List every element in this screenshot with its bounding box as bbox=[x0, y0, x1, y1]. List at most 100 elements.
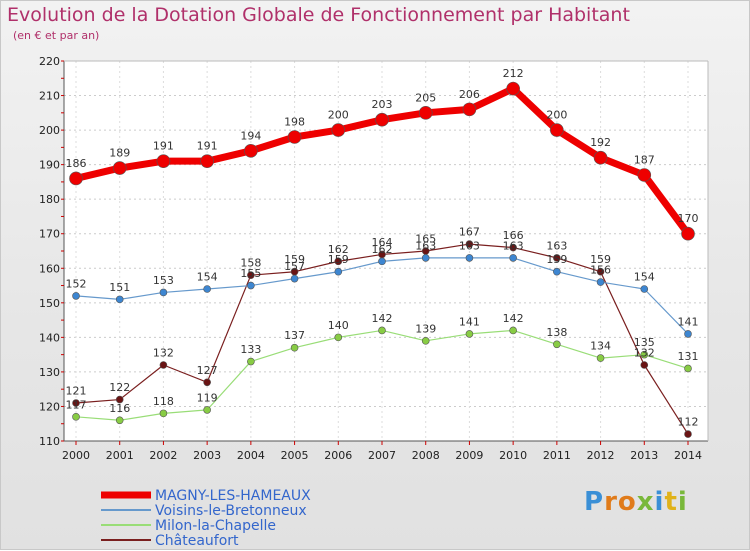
y-tick-label: 110 bbox=[39, 435, 60, 448]
data-point bbox=[681, 226, 695, 241]
data-point bbox=[506, 81, 520, 96]
data-point bbox=[334, 333, 343, 342]
data-label: 139 bbox=[415, 322, 436, 335]
data-label: 186 bbox=[66, 157, 87, 170]
x-tick-label: 2005 bbox=[281, 449, 309, 462]
data-label: 205 bbox=[415, 91, 436, 104]
data-label: 140 bbox=[328, 319, 349, 332]
data-point bbox=[509, 326, 517, 335]
data-label: 158 bbox=[240, 257, 261, 270]
x-tick-label: 2002 bbox=[149, 449, 177, 462]
data-point bbox=[69, 171, 83, 186]
axes: 110 120 130 140 150 160 170 180 190 200 210 220 2000… bbox=[39, 55, 709, 462]
data-point bbox=[640, 285, 649, 293]
data-label: 118 bbox=[153, 395, 174, 408]
logo-letter: i bbox=[677, 487, 688, 517]
y-tick-label: 160 bbox=[39, 262, 60, 275]
data-label: 162 bbox=[328, 243, 349, 256]
logo-letter: P bbox=[584, 487, 605, 517]
logo-letter: o bbox=[617, 487, 637, 517]
data-point bbox=[334, 257, 343, 266]
y-tick-label: 140 bbox=[39, 331, 60, 344]
data-point bbox=[244, 144, 258, 158]
data-point bbox=[640, 361, 649, 369]
data-label: 191 bbox=[197, 140, 218, 153]
logo-letter: x bbox=[636, 487, 655, 517]
data-point bbox=[418, 106, 433, 120]
y-tick-label: 190 bbox=[39, 159, 60, 172]
y-tick-label: 180 bbox=[39, 193, 60, 206]
proxiti-logo: Proxiti bbox=[584, 487, 688, 517]
data-point bbox=[203, 285, 211, 293]
x-tick-label: 2010 bbox=[499, 449, 527, 462]
data-label: 159 bbox=[590, 253, 611, 266]
data-label: 153 bbox=[153, 274, 174, 287]
data-label: 191 bbox=[153, 140, 174, 153]
legend-entry: Châteaufort bbox=[155, 533, 239, 549]
data-label: 141 bbox=[678, 315, 699, 328]
x-tick-label: 2000 bbox=[62, 449, 90, 462]
data-label: 200 bbox=[546, 109, 567, 122]
data-point bbox=[247, 271, 255, 279]
data-label: 159 bbox=[284, 253, 305, 266]
data-label: 152 bbox=[66, 277, 87, 290]
data-point bbox=[596, 354, 605, 362]
legend-entry: Milon-la-Chapelle bbox=[155, 518, 276, 534]
data-point bbox=[159, 361, 168, 369]
data-point bbox=[640, 350, 649, 359]
data-point bbox=[684, 430, 692, 438]
data-label: 112 bbox=[678, 416, 699, 429]
data-label: 187 bbox=[634, 154, 655, 167]
series-magny-les-hameaux bbox=[69, 81, 695, 241]
data-label: 159 bbox=[328, 253, 349, 266]
data-label: 155 bbox=[240, 267, 261, 280]
logo-letter: r bbox=[604, 487, 618, 517]
data-point bbox=[159, 409, 168, 418]
data-point bbox=[375, 112, 389, 127]
data-label: 200 bbox=[328, 109, 349, 122]
data-label: 166 bbox=[503, 229, 524, 242]
data-point bbox=[287, 130, 302, 144]
data-point bbox=[72, 413, 80, 421]
data-label: 165 bbox=[415, 233, 436, 246]
data-label: 206 bbox=[459, 88, 480, 101]
data-point bbox=[684, 364, 692, 373]
data-label: 131 bbox=[678, 350, 699, 363]
data-point bbox=[509, 254, 517, 262]
x-tick-label: 2014 bbox=[674, 449, 702, 462]
logo-letter: t bbox=[664, 487, 678, 517]
data-point bbox=[115, 395, 124, 404]
data-point bbox=[247, 281, 255, 290]
series-layer bbox=[69, 81, 695, 438]
data-point bbox=[465, 330, 474, 338]
series-milon-la-chapelle bbox=[72, 326, 692, 425]
y-tick-label: 130 bbox=[39, 366, 60, 379]
data-label: 121 bbox=[66, 385, 87, 398]
x-tick-label: 2011 bbox=[543, 449, 571, 462]
data-label: 132 bbox=[153, 347, 174, 360]
data-point bbox=[465, 240, 474, 248]
data-label: 154 bbox=[634, 271, 655, 284]
data-label: 163 bbox=[459, 239, 480, 252]
data-point bbox=[200, 154, 214, 168]
data-label: 163 bbox=[546, 239, 567, 252]
data-point bbox=[637, 168, 652, 182]
data-point bbox=[550, 123, 564, 137]
data-label: 159 bbox=[546, 253, 567, 266]
data-label: 154 bbox=[197, 271, 218, 284]
legend-entry: MAGNY-LES-HAMEAUX bbox=[155, 488, 311, 504]
data-label: 162 bbox=[372, 243, 393, 256]
data-label: 163 bbox=[503, 239, 524, 252]
data-point bbox=[247, 357, 255, 366]
data-label: 189 bbox=[109, 147, 130, 160]
data-label: 117 bbox=[66, 398, 87, 411]
data-point bbox=[593, 150, 608, 165]
data-label: 203 bbox=[372, 98, 393, 111]
y-tick-label: 120 bbox=[39, 400, 60, 413]
data-point bbox=[203, 378, 211, 387]
x-tick-label: 2006 bbox=[324, 449, 352, 462]
data-label: 122 bbox=[109, 381, 130, 394]
data-point bbox=[596, 278, 605, 286]
